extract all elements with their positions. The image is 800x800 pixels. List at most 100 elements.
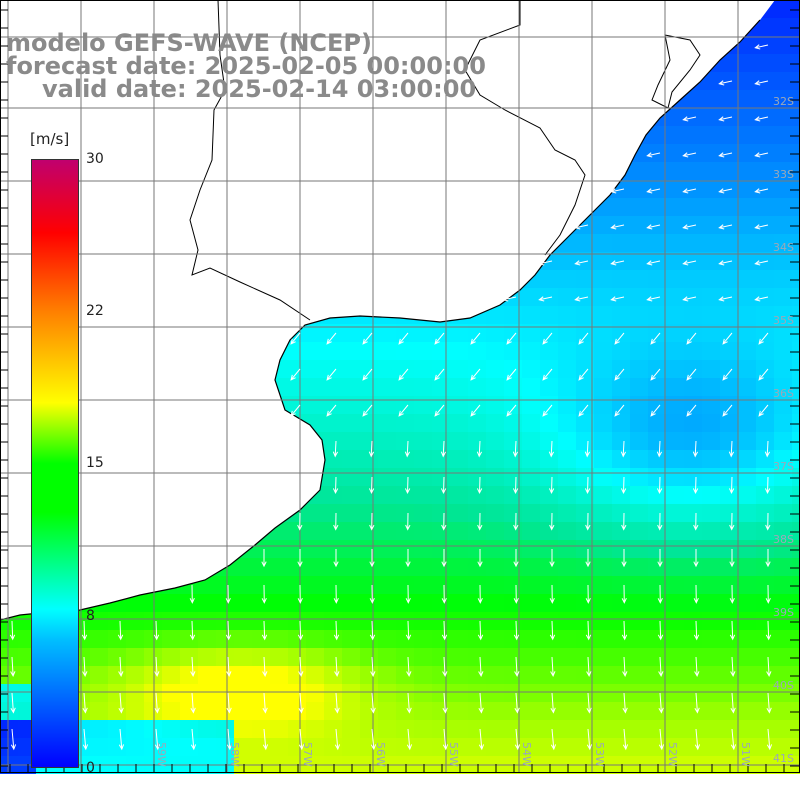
wind-cell: [234, 594, 252, 612]
wind-arrow: [621, 512, 627, 531]
wind-arrow: [82, 728, 89, 751]
wind-cell: [792, 414, 800, 432]
wind-cell: [720, 342, 738, 360]
wind-cell: [792, 54, 800, 72]
wind-cell: [792, 738, 800, 756]
wind-cell: [342, 540, 360, 558]
wind-cell: [738, 738, 756, 756]
wind-cell: [198, 720, 216, 738]
wind-cell: [468, 558, 486, 576]
wind-cell: [702, 504, 720, 522]
wind-arrow: [334, 656, 340, 678]
wind-cell: [540, 432, 558, 450]
wind-cell: [558, 324, 576, 342]
wind-arrow: [718, 116, 733, 122]
wind-cell: [306, 576, 324, 594]
wind-cell: [720, 612, 738, 630]
wind-arrow: [578, 368, 589, 381]
wind-arrow: [658, 728, 665, 751]
wind-cell: [306, 702, 324, 720]
wind-cell: [198, 648, 216, 666]
wind-cell: [414, 684, 432, 702]
wind-cell: [252, 684, 270, 702]
wind-cell: [630, 432, 648, 450]
wind-cell: [324, 378, 342, 396]
wind-arrow: [549, 620, 556, 641]
wind-cell: [612, 252, 630, 270]
wind-arrow: [405, 620, 412, 641]
wind-cell: [540, 378, 558, 396]
wind-cell: [774, 270, 792, 288]
wind-cell: [684, 216, 702, 234]
wind-arrow: [686, 404, 697, 417]
wind-cell: [522, 648, 540, 666]
wind-cell: [648, 180, 666, 198]
wind-arrow: [693, 584, 699, 604]
wind-cell: [720, 378, 738, 396]
wind-arrow: [190, 692, 196, 714]
wind-cell: [630, 162, 648, 180]
wind-cell: [576, 306, 594, 324]
wind-cell: [612, 612, 630, 630]
wind-arrow: [297, 512, 303, 531]
wind-cell: [468, 738, 486, 756]
wind-cell: [738, 540, 756, 558]
wind-cell: [270, 540, 288, 558]
wind-cell: [612, 432, 630, 450]
wind-cell: [342, 432, 360, 450]
wind-cell: [648, 666, 666, 684]
wind-cell: [378, 684, 396, 702]
wind-arrow: [754, 188, 769, 194]
wind-cell: [378, 450, 396, 468]
wind-cell: [540, 306, 558, 324]
wind-arrow: [189, 620, 196, 641]
wind-cell: [576, 630, 594, 648]
wind-cell: [756, 162, 774, 180]
wind-arrow: [550, 692, 556, 714]
wind-cell: [720, 666, 738, 684]
wind-cell: [630, 378, 648, 396]
wind-cell: [468, 720, 486, 738]
wind-cell: [0, 684, 18, 702]
wind-arrow: [542, 368, 553, 381]
wind-cell: [558, 684, 576, 702]
wind-cell: [360, 522, 378, 540]
wind-cell: [378, 702, 396, 720]
wind-cell: [288, 342, 306, 360]
wind-cell: [630, 558, 648, 576]
wind-cell: [342, 648, 360, 666]
wind-cell: [396, 342, 414, 360]
wind-cell: [486, 738, 504, 756]
wind-cell: [396, 576, 414, 594]
wind-cell: [486, 594, 504, 612]
wind-arrow: [369, 620, 376, 641]
wind-arrow: [548, 476, 555, 495]
wind-cell: [648, 702, 666, 720]
wind-arrow: [476, 476, 483, 495]
wind-cell: [648, 648, 666, 666]
wind-cell: [720, 198, 738, 216]
wind-cell: [468, 450, 486, 468]
wind-arrow: [657, 584, 663, 604]
wind-cell: [540, 666, 558, 684]
wind-cell: [504, 666, 522, 684]
wind-cell: [0, 738, 18, 756]
wind-cell: [738, 720, 756, 738]
wind-cell: [684, 666, 702, 684]
wind-cell: [234, 666, 252, 684]
wind-arrow: [368, 440, 375, 458]
wind-arrow: [646, 224, 661, 230]
wind-cell: [792, 666, 800, 684]
wind-cell: [666, 324, 684, 342]
wind-cell: [612, 648, 630, 666]
wind-cell: [756, 234, 774, 252]
wind-cell: [738, 198, 756, 216]
wind-arrow: [434, 368, 445, 381]
wind-cell: [360, 378, 378, 396]
wind-arrow: [682, 152, 697, 158]
wind-arrow: [262, 656, 268, 678]
wind-cell: [756, 612, 774, 630]
wind-cell: [558, 306, 576, 324]
wind-cell: [144, 648, 162, 666]
wind-cell: [594, 378, 612, 396]
